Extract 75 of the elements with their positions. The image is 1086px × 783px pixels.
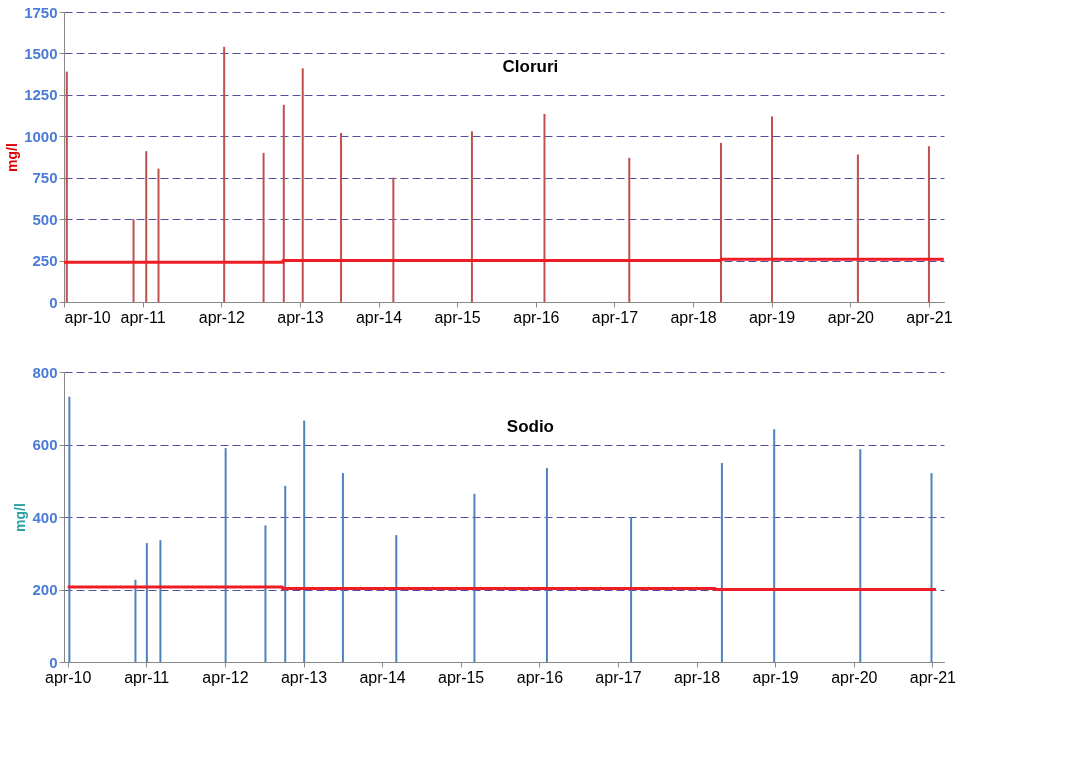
bar	[927, 146, 930, 302]
y-tick-label: 250	[32, 252, 58, 270]
x-tick-label: apr-17	[591, 308, 639, 326]
x-tick-label: apr-12	[198, 308, 246, 326]
bar	[157, 168, 160, 302]
y-tick-label: 1000	[24, 127, 58, 145]
bar	[68, 396, 71, 662]
x-tick-label: apr-21	[909, 668, 957, 686]
x-tick-label: apr-21	[906, 308, 953, 326]
bar	[628, 157, 631, 302]
bar	[771, 116, 773, 302]
x-tick-label: apr-18	[670, 308, 717, 326]
x-tick-label: apr-10	[45, 668, 92, 686]
x-tick-label: apr-13	[277, 308, 324, 326]
x-tick-label: apr-20	[827, 308, 875, 326]
bar	[65, 71, 68, 302]
x-tick-label: apr-13	[280, 668, 328, 686]
bar	[859, 449, 862, 662]
y-tick-label: 1250	[24, 86, 58, 104]
bar	[545, 468, 548, 662]
x-tick-label: apr-15	[438, 668, 485, 686]
x-tick-label: apr-14	[359, 668, 406, 686]
y-tick-label: 400	[32, 508, 58, 526]
bar	[392, 177, 395, 302]
x-tick-label: apr-19	[748, 308, 796, 326]
y-tick-label: 500	[32, 210, 58, 228]
y-tick-label: 200	[32, 581, 58, 598]
y-tick-label: 1750	[24, 3, 58, 21]
x-tick-label: apr-12	[202, 668, 249, 686]
bar	[719, 142, 722, 302]
bar	[159, 540, 162, 662]
x-tick-label: apr-20	[831, 668, 878, 686]
bar	[303, 420, 306, 662]
x-tick-label: apr-11	[124, 668, 170, 686]
bar	[856, 154, 859, 302]
bar	[720, 462, 723, 662]
bar	[543, 113, 546, 302]
x-tick-label: apr-19	[752, 668, 799, 686]
bar	[473, 493, 476, 662]
bar	[630, 517, 633, 662]
x-tick-label: apr-10	[64, 308, 111, 326]
text: Sodio	[506, 417, 555, 437]
bar	[145, 543, 148, 662]
y-tick-label: 1500	[24, 44, 58, 62]
bar	[930, 473, 933, 662]
bar	[134, 579, 137, 662]
bar	[282, 104, 285, 302]
y-axis-title: mg/l	[12, 503, 29, 532]
y-tick-label: 750	[32, 169, 58, 187]
bar	[262, 152, 265, 302]
x-tick-label: apr-14	[355, 308, 403, 326]
bar	[223, 46, 226, 302]
bar	[773, 429, 776, 662]
bar	[341, 473, 344, 662]
bar	[284, 485, 287, 662]
y-tick-label: 0	[49, 293, 58, 311]
bar	[145, 151, 148, 302]
bar	[132, 219, 135, 302]
x-tick-label: apr-16	[513, 308, 560, 326]
bar	[301, 68, 304, 302]
x-tick-label: apr-17	[595, 668, 642, 686]
text: Cloruri	[502, 57, 559, 77]
y-tick-label: 600	[32, 436, 58, 453]
bar	[470, 131, 473, 302]
y-axis-title: mg/l	[4, 143, 21, 172]
x-tick-label: apr-11	[120, 308, 166, 326]
y-tick-label: 800	[32, 363, 58, 381]
bar	[264, 525, 267, 662]
x-tick-label: apr-15	[434, 308, 481, 326]
bar	[395, 535, 398, 662]
bar	[224, 448, 227, 662]
y-tick-label: 0	[49, 653, 58, 671]
x-tick-label: apr-16	[516, 668, 564, 686]
bar	[340, 132, 343, 302]
x-tick-label: apr-18	[673, 668, 721, 686]
